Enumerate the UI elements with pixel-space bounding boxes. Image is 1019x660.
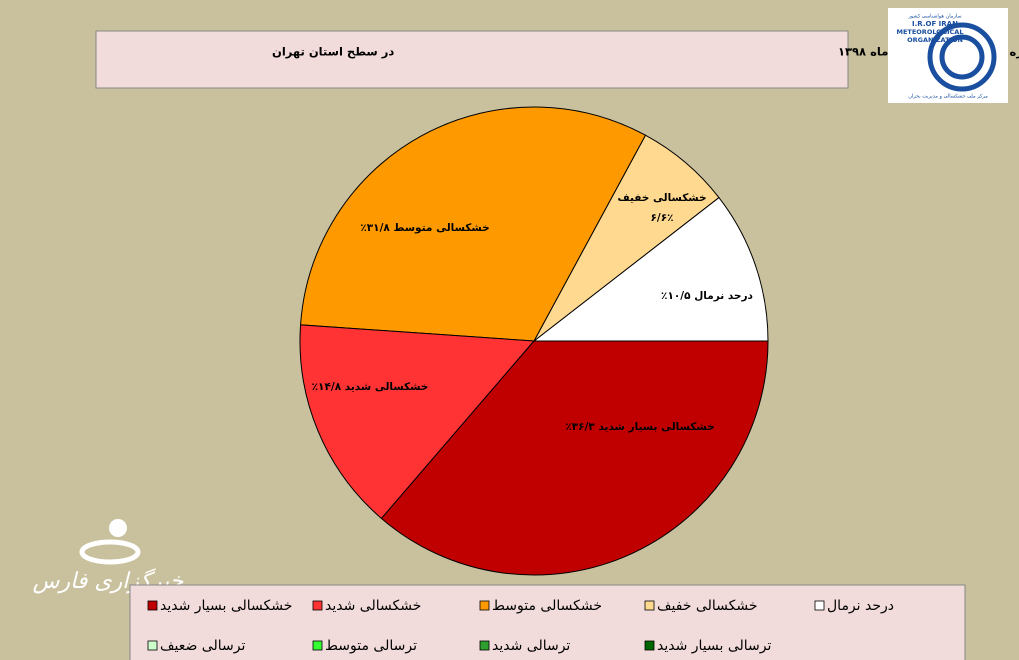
logo: سازمان هواشناسی کشور I.R.OF IRAN METEORO… (888, 8, 1008, 103)
legend-swatch (644, 600, 655, 611)
slice-value: ۶/۶٪ (650, 212, 673, 224)
title-box (95, 30, 849, 89)
legend-label: ترسالی ضعیف (160, 638, 245, 654)
watermark-icon (109, 519, 127, 537)
slice-value: ۳۱/۸٪ (360, 222, 390, 234)
legend-swatch (644, 640, 655, 651)
slice-label: درحد نرمال (694, 290, 753, 302)
slice-label-group: خشکسالی شدید ۱۴/۸٪ (312, 381, 429, 393)
pie-slice (299, 324, 536, 520)
slice-label-group: خشکسالی بسیار شدید ۳۶/۳٪ (565, 421, 714, 433)
legend: درحد نرمال خشکسالی خفیف خشکسالی متوسط خشکسا… (147, 598, 894, 654)
legend-label: ترسالی بسیار شدید (657, 638, 772, 654)
legend-swatch (312, 600, 323, 611)
slice-value: ۱۴/۸٪ (312, 381, 342, 393)
pie: درحد نرمال ۱۰/۵٪ خشکسالی خفیف ۶/۶٪ خشکسالی … (299, 106, 769, 576)
legend-label: ترسالی شدید (492, 638, 570, 654)
pie-slice (532, 196, 769, 342)
logo-text: سازمان هواشناسی کشور (907, 14, 961, 20)
legend-swatch (147, 600, 158, 611)
slice-label: خشکسالی شدید (345, 381, 429, 393)
watermark-icon (79, 539, 141, 565)
logo-text: I.R.OF IRAN (912, 20, 958, 28)
logo-ring (927, 22, 997, 92)
legend-box (129, 584, 966, 660)
legend-label: خشکسالی بسیار شدید (160, 598, 292, 614)
slice-label-group: خشکسالی متوسط ۳۱/۸٪ (360, 222, 489, 234)
logo-text: METEOROLOGICAL (897, 28, 964, 36)
legend-label: درحد نرمال (827, 598, 894, 614)
legend-swatch (147, 640, 158, 651)
legend-label: خشکسالی خفیف (657, 598, 757, 614)
logo-text: مرکز ملی خشکسالی و مدیریت بحران (908, 94, 988, 100)
pie-slice (300, 106, 647, 342)
logo-text: ORGANIZATION (907, 36, 963, 44)
slice-value: ۱۰/۵٪ (661, 290, 691, 302)
legend-swatch (312, 640, 323, 651)
logo-ring (939, 34, 985, 80)
legend-swatch (814, 600, 825, 611)
slice-label: خشکسالی خفیف (617, 192, 706, 204)
pie-slice (380, 340, 769, 576)
legend-swatch (479, 640, 490, 651)
legend-label: خشکسالی متوسط (492, 598, 602, 614)
slice-label: خشکسالی بسیار شدید (598, 421, 714, 433)
legend-swatch (479, 600, 490, 611)
slice-label-group: درحد نرمال ۱۰/۵٪ (661, 290, 754, 302)
legend-label: ترسالی متوسط (325, 638, 417, 654)
slice-label: خشکسالی متوسط (393, 222, 489, 234)
slice-value: ۳۶/۳٪ (565, 421, 595, 433)
legend-label: خشکسالی شدید (325, 598, 421, 614)
chart-subtitle: در سطح استان تهران (272, 45, 394, 59)
